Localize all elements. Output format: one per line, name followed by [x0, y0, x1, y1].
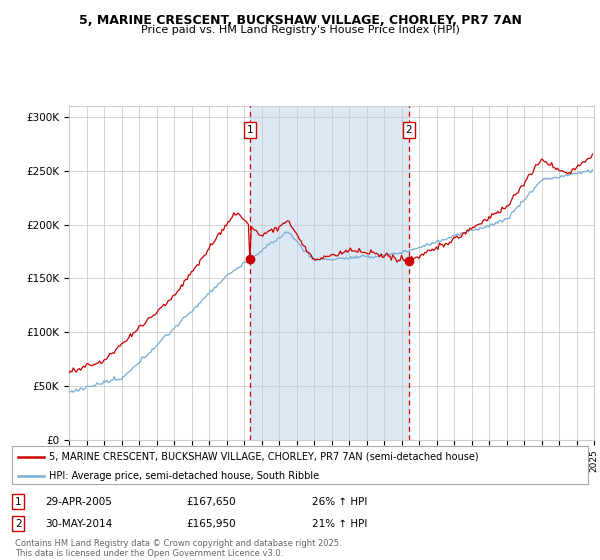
- Text: Price paid vs. HM Land Registry's House Price Index (HPI): Price paid vs. HM Land Registry's House …: [140, 25, 460, 35]
- Text: £165,950: £165,950: [186, 519, 236, 529]
- Bar: [250, 106, 409, 440]
- Text: 26% ↑ HPI: 26% ↑ HPI: [312, 497, 367, 507]
- Text: 1: 1: [247, 125, 253, 135]
- Text: 21% ↑ HPI: 21% ↑ HPI: [312, 519, 367, 529]
- Text: 30-MAY-2014: 30-MAY-2014: [45, 519, 112, 529]
- Text: 5, MARINE CRESCENT, BUCKSHAW VILLAGE, CHORLEY, PR7 7AN: 5, MARINE CRESCENT, BUCKSHAW VILLAGE, CH…: [79, 14, 521, 27]
- Text: Contains HM Land Registry data © Crown copyright and database right 2025.
This d: Contains HM Land Registry data © Crown c…: [15, 539, 341, 558]
- Text: 5, MARINE CRESCENT, BUCKSHAW VILLAGE, CHORLEY, PR7 7AN (semi-detached house): 5, MARINE CRESCENT, BUCKSHAW VILLAGE, CH…: [49, 451, 479, 461]
- Text: 2: 2: [406, 125, 412, 135]
- Text: HPI: Average price, semi-detached house, South Ribble: HPI: Average price, semi-detached house,…: [49, 471, 320, 481]
- Text: 2: 2: [15, 519, 22, 529]
- Text: 1: 1: [15, 497, 22, 507]
- Text: £167,650: £167,650: [186, 497, 236, 507]
- Text: 29-APR-2005: 29-APR-2005: [45, 497, 112, 507]
